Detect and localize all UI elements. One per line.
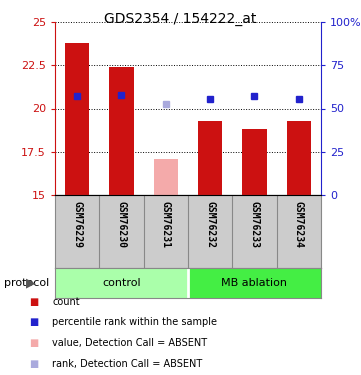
Text: GDS2354 / 154222_at: GDS2354 / 154222_at <box>104 12 257 26</box>
Bar <box>198 121 222 195</box>
Text: rank, Detection Call = ABSENT: rank, Detection Call = ABSENT <box>52 358 203 369</box>
Bar <box>109 67 134 195</box>
Text: GSM76234: GSM76234 <box>294 201 304 248</box>
Text: GSM76232: GSM76232 <box>205 201 215 248</box>
Text: ■: ■ <box>29 358 38 369</box>
Text: ■: ■ <box>29 317 38 327</box>
Bar <box>188 268 321 298</box>
Bar <box>55 268 188 298</box>
Text: MB ablation: MB ablation <box>222 278 287 288</box>
Text: GSM76230: GSM76230 <box>117 201 126 248</box>
Bar <box>242 129 267 195</box>
Bar <box>65 43 90 195</box>
Text: percentile rank within the sample: percentile rank within the sample <box>52 317 217 327</box>
Text: value, Detection Call = ABSENT: value, Detection Call = ABSENT <box>52 338 208 348</box>
Text: protocol: protocol <box>4 278 49 288</box>
Text: GSM76231: GSM76231 <box>161 201 171 248</box>
Text: ▶: ▶ <box>26 276 36 290</box>
Text: count: count <box>52 297 80 307</box>
Bar <box>287 121 311 195</box>
Text: control: control <box>102 278 141 288</box>
Bar <box>154 159 178 195</box>
Text: GSM76229: GSM76229 <box>72 201 82 248</box>
Text: ■: ■ <box>29 338 38 348</box>
Text: ■: ■ <box>29 297 38 307</box>
Text: GSM76233: GSM76233 <box>249 201 260 248</box>
